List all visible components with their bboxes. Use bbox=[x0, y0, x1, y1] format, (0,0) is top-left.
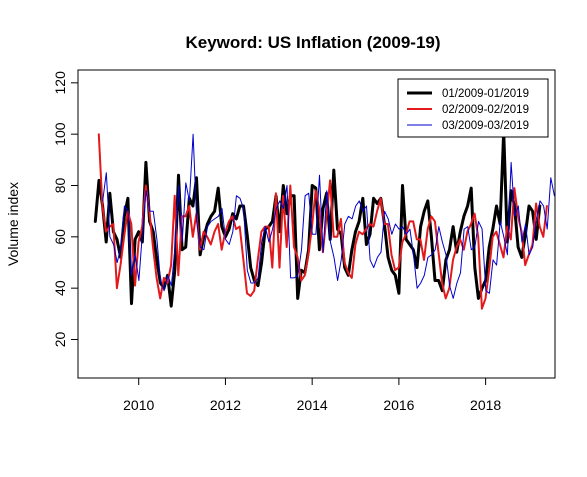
legend-label-2: 02/2009-02/2019 bbox=[442, 104, 529, 116]
x-tick-label: 2010 bbox=[123, 397, 154, 413]
x-tick-label: 2014 bbox=[297, 397, 328, 413]
legend: 01/2009-01/2019 02/2009-02/2019 03/2009-03… bbox=[397, 78, 549, 138]
x-tick-label: 2018 bbox=[470, 397, 501, 413]
x-axis: 2010 2012 2014 2016 2018 bbox=[123, 377, 501, 413]
y-tick-label: 20 bbox=[52, 332, 68, 348]
y-tick-label: 60 bbox=[52, 229, 68, 245]
y-tick-label: 40 bbox=[52, 280, 68, 296]
y-tick-label: 80 bbox=[52, 178, 68, 194]
series-layer bbox=[93, 130, 555, 310]
legend-label-1: 01/2009-01/2019 bbox=[442, 88, 529, 100]
series-line-1 bbox=[93, 130, 542, 308]
y-tick-label: 120 bbox=[52, 71, 68, 95]
y-axis: 20 40 60 80 100 120 bbox=[52, 71, 79, 348]
y-tick-label: 100 bbox=[52, 122, 68, 146]
x-tick-label: 2016 bbox=[383, 397, 414, 413]
legend-label-3: 03/2009-03/2019 bbox=[442, 120, 529, 132]
x-tick-label: 2012 bbox=[210, 397, 241, 413]
chart-title: Keyword: US Inflation (2009-19) bbox=[185, 33, 440, 52]
y-axis-label: Volume index bbox=[5, 182, 21, 266]
series-line-3 bbox=[102, 133, 555, 299]
